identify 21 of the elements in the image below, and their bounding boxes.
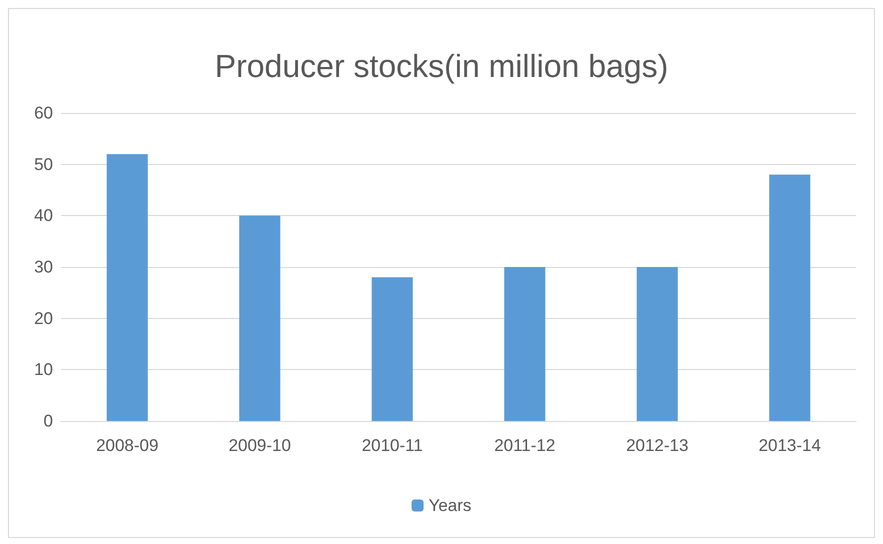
x-tick-label: 2008-09 <box>96 436 158 455</box>
bar <box>769 174 810 421</box>
bar <box>504 267 546 421</box>
x-tick-label: 2011-12 <box>494 436 556 455</box>
y-tick-label: 20 <box>34 308 53 328</box>
y-tick-label: 0 <box>44 412 53 430</box>
chart-title: Producer stocks(in million bags) <box>214 48 668 84</box>
y-tick-label: 10 <box>34 360 53 380</box>
bar <box>372 277 413 421</box>
x-tick-label: 2010-11 <box>362 436 423 455</box>
y-tick-label: 60 <box>34 104 53 122</box>
y-tick-label: 50 <box>34 154 53 174</box>
bar <box>636 267 678 421</box>
x-tick-label: 2012-13 <box>626 436 688 455</box>
bar <box>239 216 280 421</box>
legend-label: Years <box>428 496 472 515</box>
x-tick-label: 2009-10 <box>228 436 291 455</box>
bar <box>106 154 148 421</box>
y-tick-label: 40 <box>34 206 53 226</box>
y-tick-label: 30 <box>34 258 53 276</box>
x-tick-label: 2013-14 <box>758 436 821 455</box>
